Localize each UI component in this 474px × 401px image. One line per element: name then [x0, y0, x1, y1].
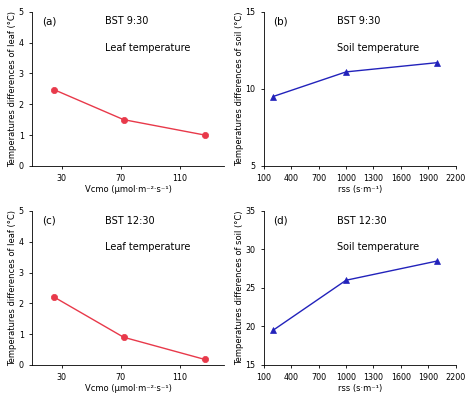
- X-axis label: rss (s·m⁻¹): rss (s·m⁻¹): [337, 184, 382, 194]
- Y-axis label: Temperatures differences of leaf (°C): Temperatures differences of leaf (°C): [9, 11, 18, 167]
- Text: BST 12:30: BST 12:30: [105, 216, 155, 226]
- Text: BST 9:30: BST 9:30: [105, 16, 148, 26]
- Y-axis label: Temperatures differences of soil (°C): Temperatures differences of soil (°C): [235, 211, 244, 365]
- Text: BST 12:30: BST 12:30: [337, 216, 386, 226]
- Text: Soil temperature: Soil temperature: [337, 43, 419, 53]
- Text: (b): (b): [273, 16, 288, 26]
- Y-axis label: Temperatures differences of soil (°C): Temperatures differences of soil (°C): [235, 12, 244, 166]
- X-axis label: Vcmo (μmol·m⁻²·s⁻¹): Vcmo (μmol·m⁻²·s⁻¹): [84, 184, 172, 194]
- Text: (a): (a): [42, 16, 56, 26]
- X-axis label: rss (s·m⁻¹): rss (s·m⁻¹): [337, 384, 382, 393]
- Text: (c): (c): [42, 216, 55, 226]
- X-axis label: Vcmo (μmol·m⁻²·s⁻¹): Vcmo (μmol·m⁻²·s⁻¹): [84, 384, 172, 393]
- Text: Leaf temperature: Leaf temperature: [105, 43, 191, 53]
- Text: Soil temperature: Soil temperature: [337, 242, 419, 252]
- Text: (d): (d): [273, 216, 288, 226]
- Text: BST 9:30: BST 9:30: [337, 16, 380, 26]
- Text: Leaf temperature: Leaf temperature: [105, 242, 191, 252]
- Y-axis label: Temperatures differences of leaf (°C): Temperatures differences of leaf (°C): [9, 210, 18, 366]
